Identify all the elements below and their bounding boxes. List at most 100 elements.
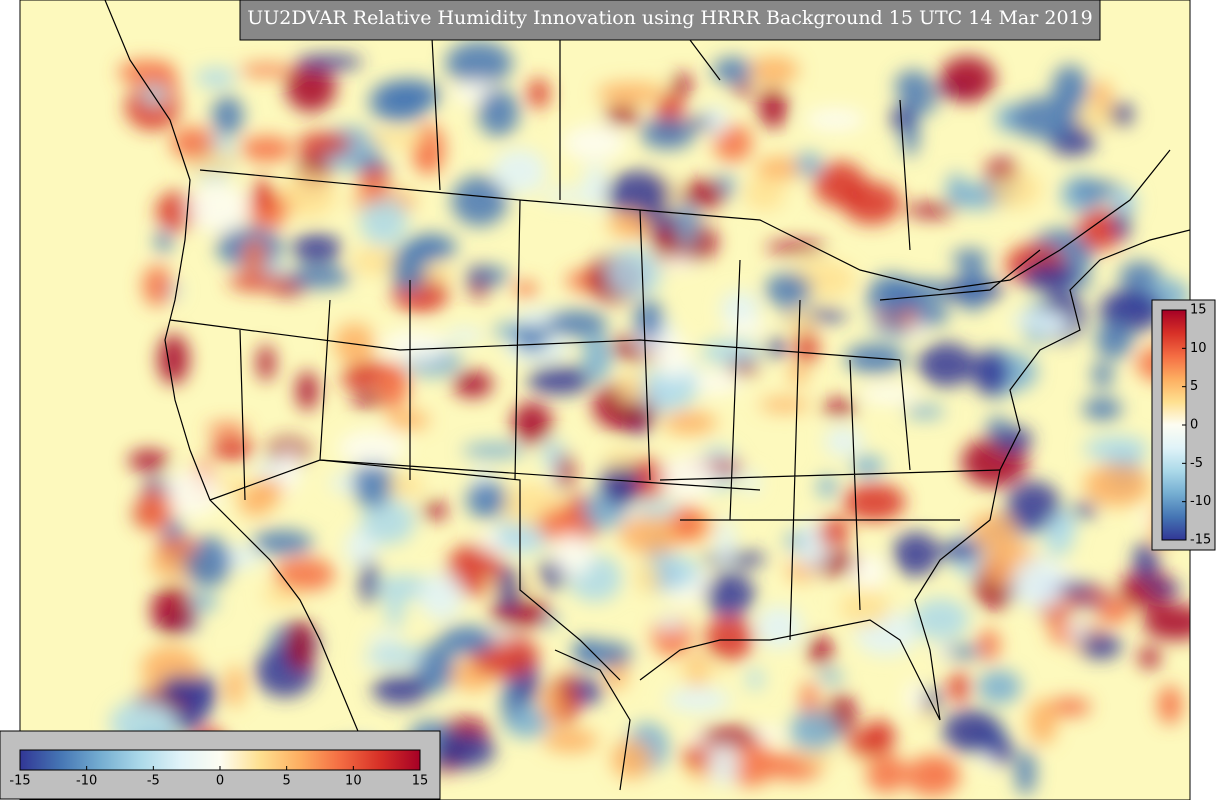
- field-blob: [958, 264, 988, 312]
- field-blob: [690, 371, 742, 395]
- field-blob: [743, 176, 786, 211]
- field-blob: [851, 455, 885, 477]
- field-blob: [542, 728, 599, 753]
- field-blob: [681, 179, 726, 210]
- tick-label: 10: [1190, 341, 1207, 356]
- field-blob: [755, 156, 808, 180]
- field-blob: [656, 334, 690, 381]
- field-blob: [242, 238, 266, 275]
- field-blob: [296, 132, 352, 156]
- field-blob: [1098, 598, 1131, 625]
- field-blob: [238, 487, 274, 517]
- field-blob: [351, 246, 399, 276]
- field-blob: [804, 108, 866, 132]
- field-blob: [708, 743, 740, 786]
- field-blob: [942, 709, 1000, 753]
- field-blob: [755, 605, 803, 649]
- field-blob: [545, 310, 608, 338]
- field-blob: [794, 330, 819, 364]
- field-blob: [189, 593, 218, 612]
- field-blob: [1071, 181, 1124, 198]
- field-blob: [972, 349, 1009, 397]
- field-blob: [596, 82, 660, 105]
- field-blob: [582, 332, 612, 382]
- field-blob: [376, 363, 410, 410]
- field-blob: [759, 397, 810, 413]
- field-blob: [904, 755, 961, 797]
- field-blob: [170, 126, 215, 160]
- field-blob: [383, 473, 425, 499]
- field-blob: [135, 488, 173, 532]
- field-blob: [1047, 697, 1092, 717]
- field-blob: [929, 762, 949, 775]
- field-blob: [939, 56, 996, 102]
- field-blob: [633, 368, 698, 412]
- title: UU2DVAR Relative Humidity Innovation usi…: [247, 7, 1092, 29]
- field-blob: [195, 67, 237, 88]
- state-line: [169, 199, 1001, 641]
- field-blob: [663, 410, 717, 435]
- field-blob: [789, 709, 840, 752]
- field-blob: [141, 83, 168, 106]
- field-blob: [1037, 314, 1071, 337]
- field-blob: [611, 739, 653, 780]
- field-blob: [990, 170, 1042, 209]
- field-blob: [159, 674, 202, 703]
- field-blob: [351, 391, 384, 408]
- tick-label: -15: [9, 774, 30, 789]
- field-blob: [477, 88, 520, 137]
- field-blob: [186, 183, 250, 233]
- field-blob: [704, 572, 755, 618]
- field-blob: [912, 598, 970, 641]
- field-blob: [295, 54, 363, 70]
- field-blob: [847, 731, 892, 757]
- field-blob: [285, 63, 337, 112]
- field-blob: [445, 327, 485, 343]
- boundaries: [104, 0, 1190, 800]
- field-blob: [712, 57, 753, 84]
- field-blob: [839, 588, 891, 628]
- field-blob: [445, 41, 513, 86]
- field-blob: [280, 172, 337, 219]
- field-blob: [497, 564, 520, 612]
- field-blob: [660, 455, 715, 501]
- field-blob: [278, 445, 299, 495]
- field-blob: [700, 338, 762, 366]
- field-blob: [369, 80, 429, 123]
- field-blob: [635, 560, 660, 594]
- field-blob: [758, 87, 788, 129]
- field-blob: [676, 199, 698, 248]
- field-blob: [1028, 699, 1058, 745]
- field-blob: [414, 643, 456, 693]
- field-blob: [939, 540, 981, 562]
- field-blob: [702, 105, 729, 136]
- field-blob: [817, 475, 838, 499]
- field-blob: [380, 329, 449, 363]
- field-blob: [640, 118, 695, 150]
- field-blob: [434, 732, 496, 769]
- field-blob: [892, 531, 940, 577]
- title-box: [239, 0, 1101, 41]
- field-blob: [368, 646, 425, 664]
- field-blob: [1083, 435, 1150, 462]
- field-blob: [605, 170, 671, 218]
- field-blob: [1110, 102, 1134, 126]
- field-blob: [1138, 646, 1161, 669]
- field-blob: [842, 181, 901, 225]
- tick-label: -15: [1190, 533, 1211, 548]
- field-blob: [358, 167, 390, 203]
- field-blob: [905, 680, 924, 715]
- field-blob: [691, 115, 712, 131]
- field-blob: [251, 530, 314, 555]
- tick-label: 5: [283, 774, 291, 789]
- field-blob: [700, 726, 759, 747]
- field-blob: [1021, 263, 1075, 291]
- field-blob: [412, 124, 445, 175]
- tick-label: 0: [1190, 418, 1198, 433]
- field-blob: [990, 736, 1014, 766]
- field-blob: [1010, 97, 1078, 140]
- field-blob: [240, 135, 293, 163]
- tick-label: 10: [345, 774, 362, 789]
